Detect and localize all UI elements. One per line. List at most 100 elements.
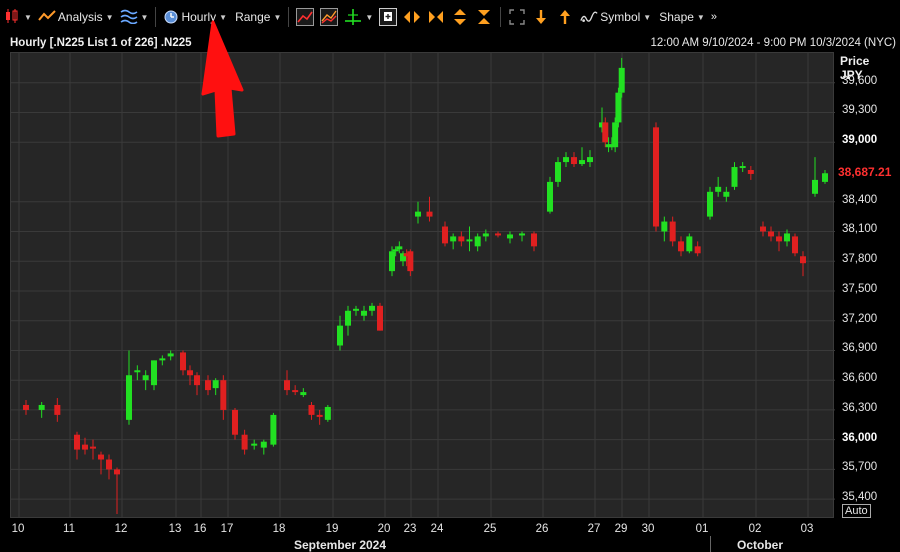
candle-down [241, 429, 248, 455]
price-axis[interactable]: Price JPY 38,687.21 Auto 39,600 39,300 39,… [836, 52, 900, 518]
scroll-up-button[interactable] [553, 0, 577, 34]
candle-down [98, 451, 104, 475]
candle-up [618, 57, 625, 98]
compress-horizontal-button[interactable] [424, 0, 448, 34]
month-label: October 2024 [737, 538, 784, 552]
candle-up [212, 378, 219, 396]
candle-body [270, 414, 277, 445]
candle-body [707, 191, 713, 217]
price-axis-title: Price [840, 54, 870, 68]
chart-title-bar: Hourly [.N225 List 1 of 226] .N225 12:00… [0, 34, 900, 52]
candle-up [260, 439, 267, 455]
candle-down [760, 221, 766, 237]
auto-scale-button[interactable]: Auto [842, 504, 871, 518]
candle-up [612, 117, 619, 153]
expand-vertical-button[interactable] [448, 0, 472, 34]
candle-body [602, 122, 609, 143]
candle-body [678, 241, 684, 252]
chart-type-button[interactable]: ▼ [0, 0, 35, 34]
candle-down [308, 402, 315, 420]
candle-down [495, 231, 501, 238]
analysis-button[interactable]: Analysis ▼ [35, 0, 117, 34]
candle-down [180, 350, 186, 376]
candle-up [661, 216, 668, 242]
candle-body [731, 167, 738, 187]
price-tick-label: 36,600 [842, 372, 878, 385]
candle-body [661, 221, 668, 232]
expand-horizontal-icon [403, 8, 421, 26]
candle-body [159, 358, 166, 361]
candle-up [482, 229, 489, 242]
chevron-down-icon: ▼ [643, 12, 652, 22]
time-tick-label: 11 [63, 523, 75, 535]
candle-body [792, 236, 798, 254]
line-chart-button[interactable] [293, 0, 317, 34]
time-tick-label: 12 [114, 523, 128, 535]
candle-up [270, 412, 277, 447]
candle-body [599, 122, 605, 128]
add-icon [379, 8, 398, 26]
candle-body [241, 434, 248, 450]
candle-body [531, 233, 537, 247]
expand-horizontal-button[interactable] [400, 0, 424, 34]
candle-body [723, 191, 730, 197]
candle-down [74, 431, 80, 460]
toolbar-divider [500, 7, 502, 27]
candle-up [324, 404, 331, 422]
symbol-icon [580, 8, 598, 26]
candle-body [653, 127, 659, 227]
scroll-down-button[interactable] [529, 0, 553, 34]
candle-up [563, 152, 569, 168]
month-label: September 2024 [293, 538, 387, 552]
crosshair-button[interactable]: ▼ [341, 0, 376, 34]
interval-button[interactable]: Hourly ▼ [160, 0, 230, 34]
candle-up [415, 201, 421, 224]
compress-vertical-icon [475, 8, 493, 26]
candle-body [426, 211, 433, 217]
candle-down [316, 409, 323, 425]
candle-down [669, 216, 676, 247]
candle-down [694, 241, 701, 257]
chevron-down-icon: ▼ [105, 12, 114, 22]
price-axis-currency: JPY [840, 68, 863, 82]
shape-button[interactable]: Shape ▼ [654, 0, 708, 34]
candle-body [126, 375, 132, 420]
toolbar-divider [288, 7, 290, 27]
candle-body [187, 370, 193, 376]
time-axis[interactable]: 10 11 12 13 16 17 18 19 20 23 24 25 26 27 29 30 01 02 03 Se… [10, 518, 836, 552]
candle-up [151, 360, 157, 391]
candle-body [466, 239, 473, 242]
candle-body [205, 380, 211, 391]
candle-up [361, 305, 367, 321]
candle-body [90, 446, 96, 449]
more-button[interactable]: » [708, 0, 720, 34]
candle-up [615, 87, 622, 128]
overlay-button[interactable]: ▼ [117, 0, 152, 34]
clock-icon [163, 8, 179, 27]
candle-body [167, 353, 174, 357]
compare-chart-button[interactable] [317, 0, 341, 34]
candle-up [389, 246, 395, 277]
candle-up [739, 162, 746, 172]
fit-screen-button[interactable] [505, 0, 529, 34]
time-tick-label: 17 [220, 523, 234, 535]
candle-body [563, 157, 569, 163]
price-axis-header: Price JPY [840, 54, 869, 82]
candle-down [571, 152, 577, 168]
fit-screen-icon [508, 8, 526, 26]
candle-body [392, 249, 399, 252]
compress-vertical-button[interactable] [472, 0, 496, 34]
add-study-button[interactable] [376, 0, 400, 34]
price-tick-label: 39,600 [842, 74, 878, 87]
crosshair-icon [344, 8, 362, 26]
month-separator [710, 536, 711, 552]
chart-plot-area[interactable] [10, 52, 835, 519]
price-tick-label: 38,400 [842, 193, 878, 206]
candle-body [400, 253, 406, 262]
candle-body [337, 325, 343, 346]
range-button[interactable]: Range ▼ [230, 0, 284, 34]
candle-body [579, 160, 585, 165]
time-tick-label: 20 [377, 523, 391, 535]
symbol-button[interactable]: Symbol ▼ [577, 0, 654, 34]
candlestick-icon [3, 8, 21, 27]
